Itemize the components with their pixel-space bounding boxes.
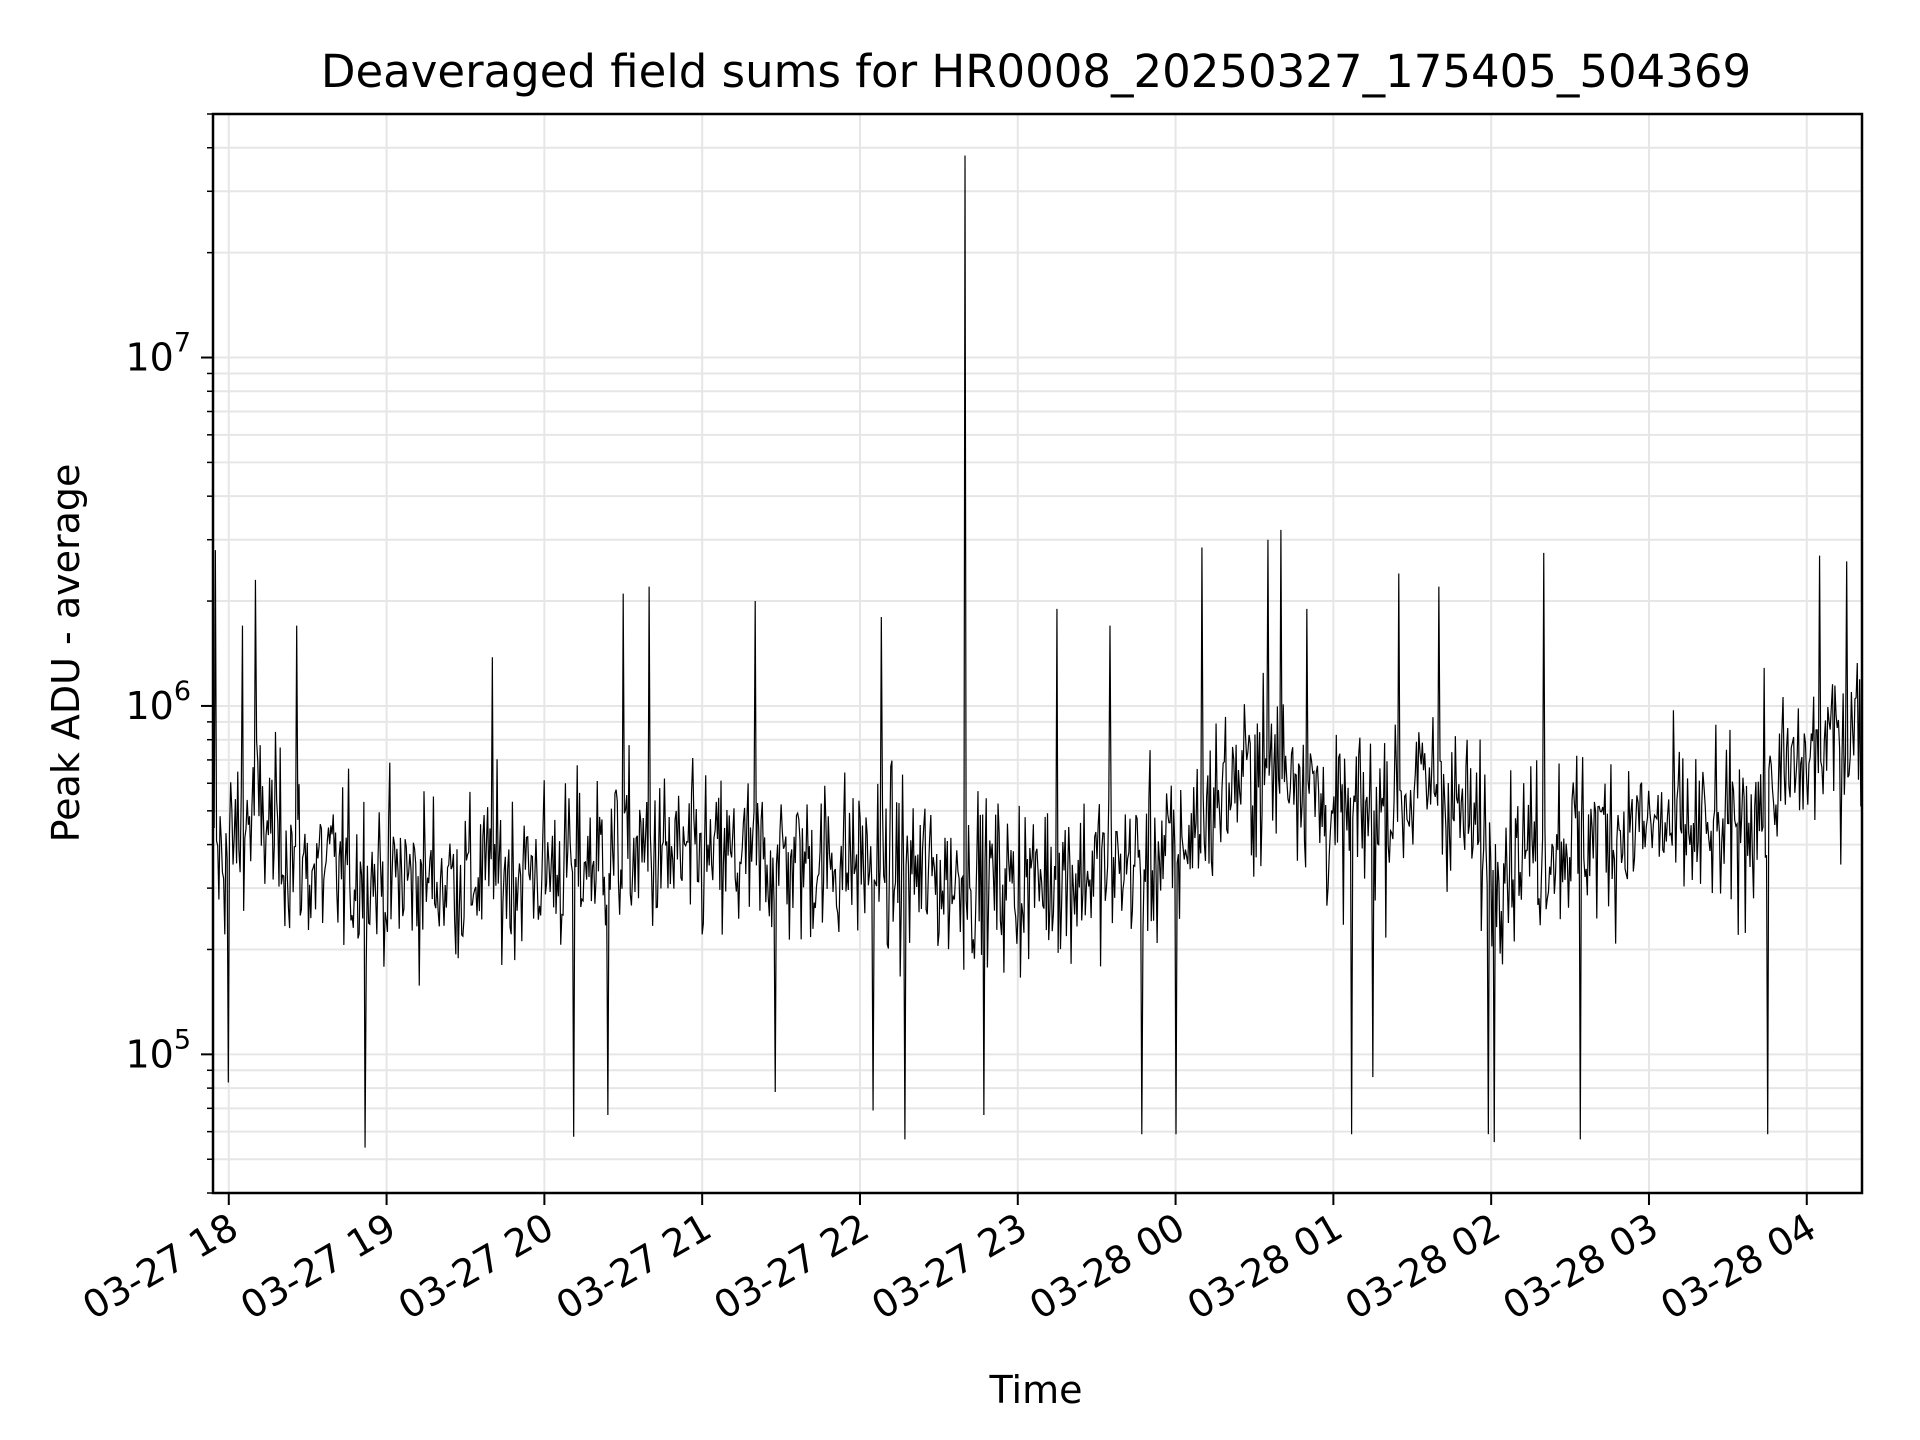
x-tick-label: 03-27 20 bbox=[391, 1205, 561, 1329]
x-tick-label: 03-28 04 bbox=[1653, 1205, 1823, 1329]
x-tick-label: 03-27 21 bbox=[549, 1205, 719, 1329]
x-tick-label: 03-28 03 bbox=[1496, 1205, 1666, 1329]
x-tick-label: 03-27 22 bbox=[707, 1205, 877, 1329]
series-layer bbox=[212, 155, 1863, 1148]
x-axis-label: Time bbox=[989, 1368, 1083, 1412]
x-tick-label: 03-27 18 bbox=[75, 1205, 245, 1329]
x-tick-label: 03-28 00 bbox=[1022, 1205, 1192, 1329]
y-tick-label: 105 bbox=[125, 1024, 191, 1076]
chart-title: Deaveraged field sums for HR0008_2025032… bbox=[321, 45, 1751, 98]
x-tick-label: 03-27 23 bbox=[864, 1205, 1034, 1329]
y-axis-label: Peak ADU - average bbox=[44, 464, 88, 843]
x-tick-label: 03-28 02 bbox=[1338, 1205, 1508, 1329]
x-tick-label: 03-28 01 bbox=[1180, 1205, 1350, 1329]
grid-layer bbox=[213, 113, 1862, 1194]
x-tick-label: 03-27 19 bbox=[233, 1205, 403, 1329]
y-tick-label: 106 bbox=[125, 676, 191, 728]
plot-frame bbox=[211, 112, 1864, 1195]
y-tick-label: 107 bbox=[125, 328, 191, 380]
series-line bbox=[212, 155, 1863, 1148]
